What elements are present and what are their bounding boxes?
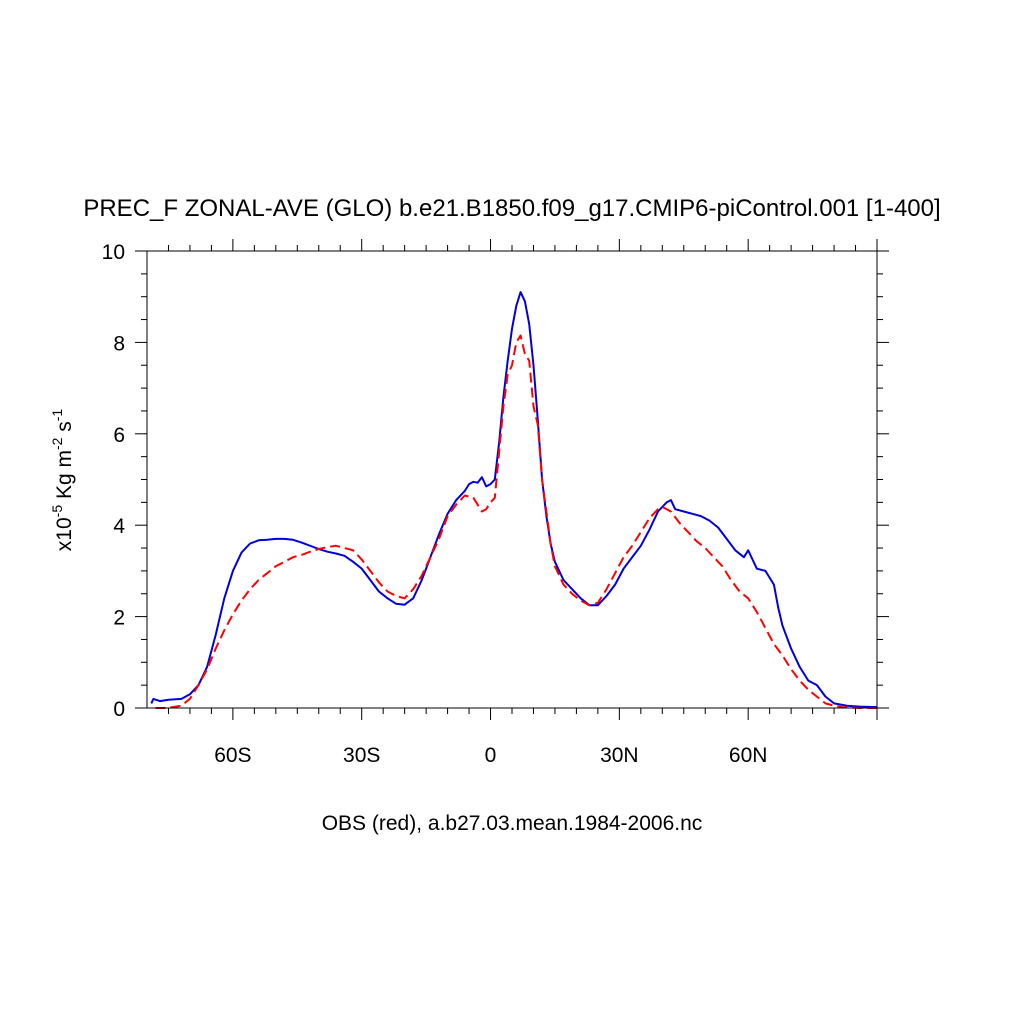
y-tick-label: 8 [113,332,125,355]
x-axis-label: OBS (red), a.b27.03.mean.1984-2006.nc [322,812,703,835]
y-label-prefix: x10 [53,517,76,551]
y-label-exp: -5 [49,505,65,518]
x-tick-label: 30N [600,744,639,767]
x-tick-label: 60N [729,744,768,767]
x-tick-label: 0 [485,744,497,767]
series-group [150,291,878,709]
axis-ticks: 0 2 4 6 8 10 60S 30S 0 30N 60N [102,239,889,767]
plot-frame [146,250,878,709]
y-tick-label: 0 [113,698,125,721]
y-label-unit1: Kg m [53,450,76,505]
y-tick-label: 4 [113,515,125,538]
y-label-exp2: -2 [49,437,65,450]
y-tick-label: 10 [102,241,125,264]
model-series-line [150,291,878,709]
y-axis-label: x10-5 Kg m-2 s-1 [49,409,76,552]
y-tick-label: 6 [113,424,125,447]
x-tick-label: 60S [214,744,251,767]
chart-title: PREC_F ZONAL-AVE (GLO) b.e21.B1850.f09_g… [83,195,940,222]
y-label-unit2: s [53,421,76,437]
svg-text:x10-5 Kg m-2 s-1: x10-5 Kg m-2 s-1 [49,409,76,552]
y-label-exp3: -1 [49,409,65,422]
y-tick-label: 2 [113,607,125,630]
obs-series-line [155,334,877,709]
x-tick-label: 30S [343,744,380,767]
